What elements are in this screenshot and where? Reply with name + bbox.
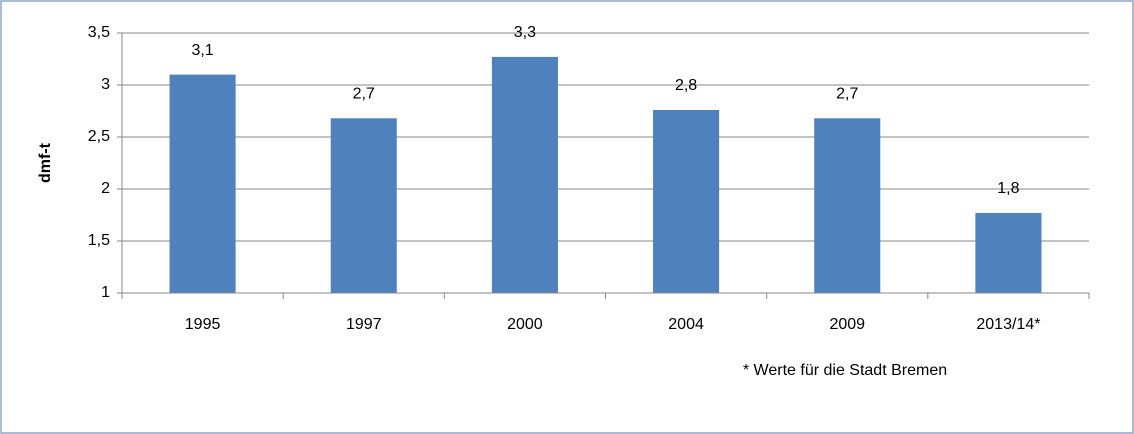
y-tick-label: 1,5 (88, 232, 110, 249)
y-axis-label: dmf-t (37, 142, 54, 183)
x-tick-label: 1997 (346, 316, 382, 333)
x-tick-label: 1995 (185, 316, 221, 333)
bar (169, 74, 236, 293)
y-tick-label: 3 (101, 76, 110, 93)
y-tick-label: 2,5 (88, 128, 110, 145)
y-tick-label: 1 (101, 284, 110, 301)
bar (491, 56, 558, 293)
x-tick-label: 2004 (668, 316, 704, 333)
y-tick-label: 2 (101, 180, 110, 197)
x-tick-label: 2000 (507, 316, 543, 333)
value-label: 3,3 (514, 24, 536, 41)
value-label: 2,7 (353, 85, 375, 102)
note: * Werte für die Stadt Bremen (743, 362, 947, 379)
value-label: 2,8 (675, 77, 697, 94)
bar (330, 118, 397, 293)
bar (653, 109, 720, 294)
x-tick-label: 2013/14* (976, 316, 1040, 333)
bar (814, 118, 881, 293)
value-label: 1,8 (997, 180, 1019, 197)
value-label: 2,7 (836, 85, 858, 102)
bar (975, 212, 1042, 293)
y-tick-label: 3,5 (88, 24, 110, 41)
x-tick-label: 2009 (829, 316, 865, 333)
value-label: 3,1 (191, 42, 213, 59)
